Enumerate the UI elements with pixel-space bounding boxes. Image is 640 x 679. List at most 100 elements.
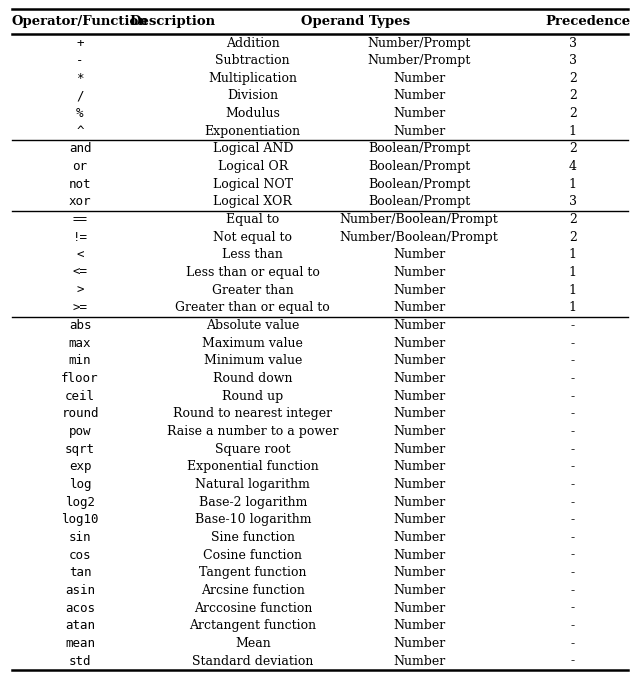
Text: 4: 4 (569, 160, 577, 173)
Text: xor: xor (68, 196, 92, 208)
Text: Number/Prompt: Number/Prompt (367, 37, 471, 50)
Text: log2: log2 (65, 496, 95, 509)
Text: ^: ^ (76, 125, 84, 138)
Text: 3: 3 (569, 37, 577, 50)
Text: Precedence: Precedence (545, 15, 630, 28)
Text: -: - (571, 443, 575, 456)
Text: Mean: Mean (235, 637, 271, 650)
Text: -: - (571, 460, 575, 473)
Text: Arcsine function: Arcsine function (201, 584, 305, 597)
Text: 1: 1 (569, 249, 577, 261)
Text: asin: asin (65, 584, 95, 597)
Text: Greater than or equal to: Greater than or equal to (175, 301, 330, 314)
Text: -: - (571, 478, 575, 491)
Text: Round to nearest integer: Round to nearest integer (173, 407, 332, 420)
Text: Number: Number (393, 478, 445, 491)
Text: Cosine function: Cosine function (204, 549, 302, 562)
Text: Boolean/Prompt: Boolean/Prompt (368, 178, 470, 191)
Text: -: - (571, 549, 575, 562)
Text: 1: 1 (569, 125, 577, 138)
Text: Division: Division (227, 90, 278, 103)
Text: or: or (72, 160, 88, 173)
Text: -: - (571, 496, 575, 509)
Text: Base-10 logarithm: Base-10 logarithm (195, 513, 311, 526)
Text: Number: Number (393, 531, 445, 544)
Text: -: - (571, 337, 575, 350)
Text: Logical AND: Logical AND (212, 143, 293, 155)
Text: %: % (76, 107, 84, 120)
Text: Number: Number (393, 249, 445, 261)
Text: max: max (68, 337, 92, 350)
Text: -: - (571, 637, 575, 650)
Text: Logical OR: Logical OR (218, 160, 288, 173)
Text: >=: >= (72, 301, 88, 314)
Text: -: - (571, 390, 575, 403)
Text: Round down: Round down (213, 372, 292, 385)
Text: Operand Types: Operand Types (301, 15, 410, 28)
Text: Addition: Addition (226, 37, 280, 50)
Text: -: - (571, 407, 575, 420)
Text: 2: 2 (569, 72, 577, 85)
Text: Square root: Square root (215, 443, 291, 456)
Text: *: * (76, 72, 84, 85)
Text: Operator/Function: Operator/Function (12, 15, 148, 28)
Text: !=: != (72, 231, 88, 244)
Text: Greater than: Greater than (212, 284, 294, 297)
Text: 3: 3 (569, 196, 577, 208)
Text: 1: 1 (569, 301, 577, 314)
Text: Exponentiation: Exponentiation (205, 125, 301, 138)
Text: -: - (76, 54, 84, 67)
Text: Number: Number (393, 319, 445, 332)
Text: Base-2 logarithm: Base-2 logarithm (198, 496, 307, 509)
Text: Number: Number (393, 125, 445, 138)
Text: Number: Number (393, 390, 445, 403)
Text: log10: log10 (61, 513, 99, 526)
Text: Not equal to: Not equal to (213, 231, 292, 244)
Text: Absolute value: Absolute value (206, 319, 300, 332)
Text: ceil: ceil (65, 390, 95, 403)
Text: exp: exp (68, 460, 92, 473)
Text: Number/Boolean/Prompt: Number/Boolean/Prompt (340, 231, 499, 244)
Text: <=: <= (72, 266, 88, 279)
Text: 1: 1 (569, 266, 577, 279)
Text: 2: 2 (569, 213, 577, 226)
Text: 3: 3 (569, 54, 577, 67)
Text: Number: Number (393, 337, 445, 350)
Text: Number: Number (393, 301, 445, 314)
Text: +: + (76, 37, 84, 50)
Text: 1: 1 (569, 178, 577, 191)
Text: 2: 2 (569, 107, 577, 120)
Text: -: - (571, 566, 575, 579)
Text: Number: Number (393, 496, 445, 509)
Text: Standard deviation: Standard deviation (192, 655, 314, 667)
Text: -: - (571, 319, 575, 332)
Text: sqrt: sqrt (65, 443, 95, 456)
Text: Boolean/Prompt: Boolean/Prompt (368, 143, 470, 155)
Text: Round up: Round up (222, 390, 284, 403)
Text: -: - (571, 425, 575, 438)
Text: log: log (68, 478, 92, 491)
Text: <: < (76, 249, 84, 261)
Text: Boolean/Prompt: Boolean/Prompt (368, 160, 470, 173)
Text: round: round (61, 407, 99, 420)
Text: Multiplication: Multiplication (208, 72, 298, 85)
Text: ==: == (72, 213, 88, 226)
Text: Number: Number (393, 90, 445, 103)
Text: cos: cos (68, 549, 92, 562)
Text: Number: Number (393, 443, 445, 456)
Text: /: / (76, 90, 84, 103)
Text: Number: Number (393, 372, 445, 385)
Text: Maximum value: Maximum value (202, 337, 303, 350)
Text: Number: Number (393, 549, 445, 562)
Text: Number: Number (393, 407, 445, 420)
Text: 2: 2 (569, 143, 577, 155)
Text: Tangent function: Tangent function (199, 566, 307, 579)
Text: Natural logarithm: Natural logarithm (195, 478, 310, 491)
Text: mean: mean (65, 637, 95, 650)
Text: -: - (571, 584, 575, 597)
Text: Less than or equal to: Less than or equal to (186, 266, 320, 279)
Text: 2: 2 (569, 90, 577, 103)
Text: Number: Number (393, 513, 445, 526)
Text: min: min (68, 354, 92, 367)
Text: -: - (571, 531, 575, 544)
